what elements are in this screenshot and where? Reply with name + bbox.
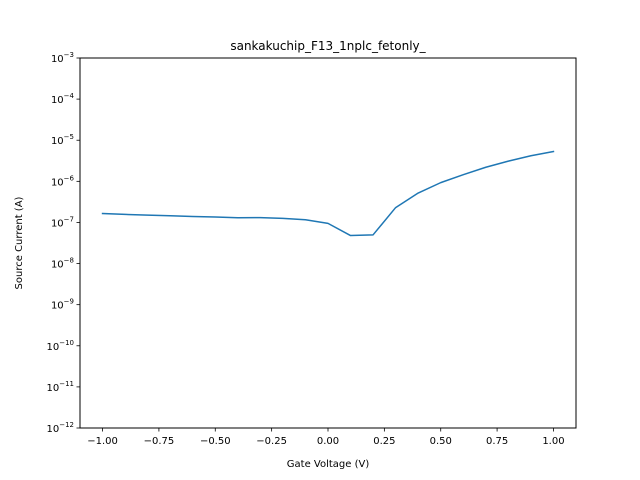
y-tick-label: 10−7 xyxy=(51,215,74,229)
x-tick-label: 0.25 xyxy=(373,436,395,447)
x-axis-label: Gate Voltage (V) xyxy=(287,459,370,470)
y-tick-label: 10−11 xyxy=(46,380,74,394)
plot-frame xyxy=(79,57,577,429)
y-tick-label: 10−4 xyxy=(51,92,75,106)
x-tick-label: −0.75 xyxy=(144,436,175,447)
y-tick-label: 10−6 xyxy=(51,174,75,188)
y-tick-label: 10−8 xyxy=(51,257,74,271)
y-tick-label: 10−3 xyxy=(51,51,74,65)
y-axis-label: Source Current (A) xyxy=(14,196,25,289)
y-tick-label: 10−12 xyxy=(46,421,74,435)
y-tick-label: 10−5 xyxy=(51,133,74,147)
series-line xyxy=(101,150,555,237)
x-tick-label: −0.50 xyxy=(200,436,231,447)
x-tick-label: 1.00 xyxy=(542,436,564,447)
x-tick-label: −1.00 xyxy=(87,436,118,447)
chart-title: sankakuchip_F13_1nplc_fetonly_ xyxy=(230,39,426,53)
y-tick-label: 10−10 xyxy=(46,339,74,353)
series-layer xyxy=(101,150,555,237)
x-tick-label: 0.50 xyxy=(430,436,452,447)
y-tick-label: 10−9 xyxy=(51,298,74,312)
x-tick-label: −0.25 xyxy=(256,436,287,447)
x-tick-label: 0.00 xyxy=(317,436,339,447)
x-tick-label: 0.75 xyxy=(486,436,508,447)
axes-layer: −1.00 −0.75 −0.50 −0.25 0.00 0.25 0.50 0.75 1.00… xyxy=(46,51,564,447)
